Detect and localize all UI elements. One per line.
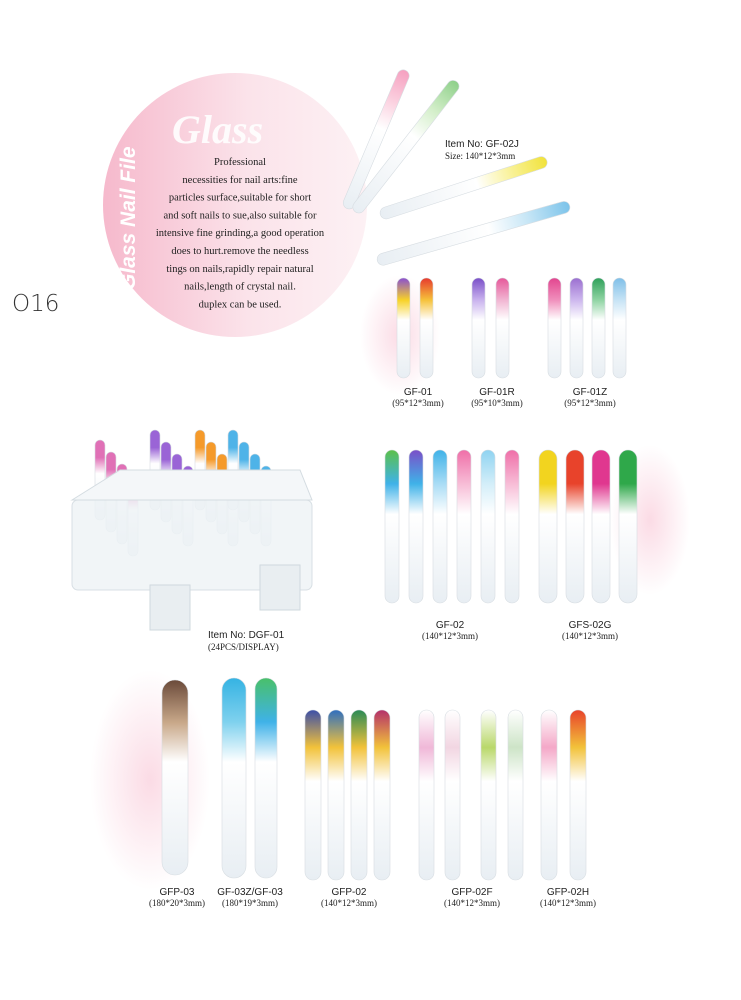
product-name: GF-01 xyxy=(404,387,433,398)
nail-file xyxy=(384,449,400,604)
nail-file xyxy=(456,449,472,604)
intro-line: particles surface,suitable for short xyxy=(169,193,311,204)
nail-file xyxy=(507,709,524,881)
nail-file xyxy=(471,277,486,379)
intro-line: intensive fine grinding,a good operation xyxy=(156,228,325,239)
nail-file xyxy=(444,709,461,881)
nail-file xyxy=(304,709,322,881)
product-size: (140*12*3mm) xyxy=(540,898,596,908)
product-name: GF-02 xyxy=(436,620,465,631)
nail-file xyxy=(376,201,571,266)
product-name: GFP-02F xyxy=(451,887,492,898)
product-size: (95*10*3mm) xyxy=(471,398,523,408)
page-number: O16 xyxy=(12,291,59,317)
product-name: GF-01R xyxy=(479,387,515,398)
display-stand xyxy=(70,469,313,631)
nail-file xyxy=(591,449,611,604)
product-name: GF-01Z xyxy=(573,387,607,398)
nail-file xyxy=(379,156,548,220)
nail-file xyxy=(569,709,587,881)
nail-file xyxy=(612,277,627,379)
nail-file xyxy=(342,69,410,210)
nail-file xyxy=(350,709,368,881)
intro-line: does to hurt.remove the needless xyxy=(171,246,308,257)
product-size: (180*19*3mm) xyxy=(222,898,278,908)
nail-file xyxy=(540,709,558,881)
intro-line: necessities for nail arts:fine xyxy=(182,175,298,186)
product-name: GFP-02H xyxy=(547,887,589,898)
product-size: (95*12*3mm) xyxy=(392,398,444,408)
product-size: (180*20*3mm) xyxy=(149,898,205,908)
nail-file xyxy=(161,679,189,876)
product-size: (140*12*3mm) xyxy=(444,898,500,908)
intro-line: tings on nails,rapidly repair natural xyxy=(166,264,313,275)
nail-file xyxy=(396,277,411,379)
intro-line: nails,length of crystal nail. xyxy=(184,282,296,293)
intro-line: and soft nails to sue,also suitable for xyxy=(163,210,317,221)
nail-file xyxy=(495,277,510,379)
nail-file xyxy=(504,449,520,604)
product-size: (140*12*3mm) xyxy=(321,898,377,908)
nail-file xyxy=(221,677,247,879)
pink-circle xyxy=(103,73,367,337)
intro-title: Glass xyxy=(172,107,263,152)
nail-file xyxy=(538,449,558,604)
nail-file xyxy=(432,449,448,604)
nail-file xyxy=(373,709,391,881)
product-size: (140*12*3mm) xyxy=(562,631,618,641)
intro-line: Professional xyxy=(214,157,266,168)
nail-file xyxy=(569,277,584,379)
side-title: Glass Nail File xyxy=(117,146,140,290)
nail-file xyxy=(591,277,606,379)
intro-line: duplex can be used. xyxy=(199,299,282,310)
nail-file xyxy=(419,277,434,379)
nail-file xyxy=(327,709,345,881)
product-size: (95*12*3mm) xyxy=(564,398,616,408)
product-name: GFP-02 xyxy=(331,887,366,898)
nail-file xyxy=(480,449,496,604)
nail-file xyxy=(547,277,562,379)
nail-file xyxy=(352,80,460,214)
nail-file xyxy=(408,449,424,604)
display-item: Item No: DGF-01 xyxy=(208,630,285,641)
product-size: (140*12*3mm) xyxy=(422,631,478,641)
deco-circle xyxy=(90,670,210,890)
nail-file xyxy=(418,709,435,881)
nail-file xyxy=(618,449,638,604)
nail-file xyxy=(480,709,497,881)
product-name: GFS-02G xyxy=(569,620,612,631)
display-size: (24PCS/DISPLAY) xyxy=(208,642,279,652)
nail-file xyxy=(565,449,585,604)
product-name: GF-03Z/GF-03 xyxy=(217,887,283,898)
product-name: GFP-03 xyxy=(159,887,194,898)
featured-size: Size: 140*12*3mm xyxy=(445,151,515,161)
featured-item: Item No: GF-02J xyxy=(445,139,519,150)
nail-file xyxy=(254,677,278,879)
